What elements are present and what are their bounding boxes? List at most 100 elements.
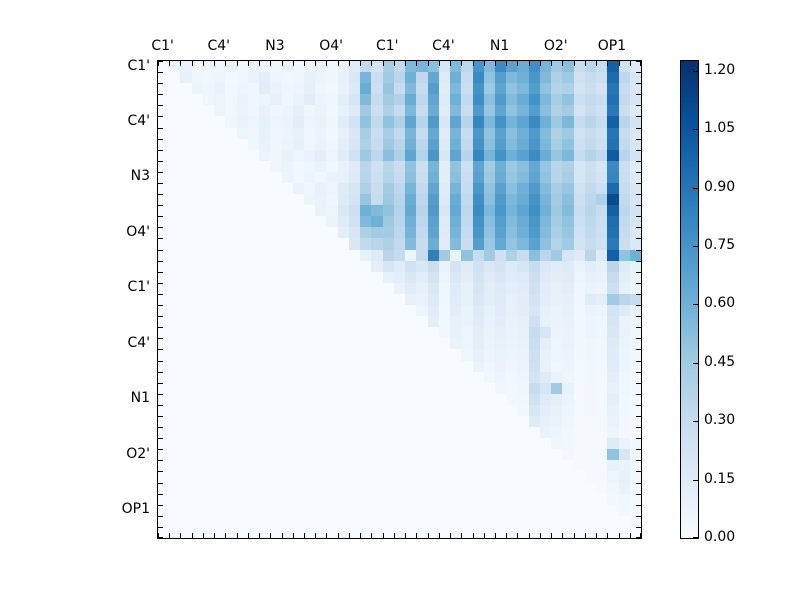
heatmap-cell — [225, 316, 237, 328]
heatmap-cell — [450, 282, 462, 294]
heatmap-cell — [360, 271, 372, 283]
heatmap-cell — [371, 194, 383, 206]
heatmap-cell — [326, 94, 338, 106]
heatmap-cell — [225, 249, 237, 261]
heatmap-cell — [494, 349, 507, 361]
heatmap-cell — [259, 149, 271, 161]
heatmap-cell — [539, 327, 552, 339]
heatmap-cell — [573, 238, 585, 250]
heatmap-cell — [158, 227, 170, 239]
heatmap-cell — [405, 460, 417, 472]
heatmap-cell — [438, 449, 451, 461]
heatmap-cell — [202, 116, 215, 128]
heatmap-cell — [450, 460, 462, 472]
heatmap-cell — [461, 438, 473, 450]
heatmap-cell — [450, 504, 462, 516]
heatmap-cell — [337, 116, 349, 128]
heatmap-cell — [551, 504, 563, 516]
heatmap-cell — [551, 171, 563, 184]
heatmap-cell — [202, 205, 215, 217]
heatmap-cell — [494, 83, 507, 95]
heatmap-cell — [539, 216, 552, 228]
heatmap-cell — [315, 61, 327, 73]
heatmap-cell — [191, 427, 203, 439]
heatmap-cell — [528, 183, 540, 195]
heatmap-cell — [315, 249, 327, 261]
heatmap-cell — [506, 127, 518, 139]
heatmap-cell — [472, 316, 484, 328]
heatmap-cell — [360, 72, 372, 84]
heatmap-cell — [483, 271, 495, 283]
heatmap-cell — [371, 449, 383, 461]
heatmap-cell — [472, 515, 484, 527]
heatmap-cell — [607, 171, 619, 184]
heatmap-cell — [180, 61, 192, 73]
heatmap-cell — [562, 183, 574, 195]
heatmap-cell — [382, 238, 394, 250]
heatmap-cell — [371, 61, 383, 73]
heatmap-cell — [337, 205, 349, 217]
heatmap-cell — [427, 449, 439, 461]
heatmap-cell — [236, 105, 248, 117]
heatmap-cell — [393, 482, 406, 494]
heatmap-cell — [629, 316, 641, 328]
heatmap-cell — [528, 116, 540, 128]
heatmap-cell — [382, 316, 394, 328]
heatmap-cell — [596, 427, 608, 439]
heatmap-cell — [596, 327, 608, 339]
heatmap-cell — [315, 293, 327, 306]
heatmap-cell — [528, 393, 540, 405]
heatmap-cell — [169, 493, 181, 505]
heatmap-cell — [360, 127, 372, 139]
heatmap-cell — [528, 83, 540, 95]
heatmap-cell — [393, 138, 406, 150]
heatmap-cell — [191, 171, 203, 184]
heatmap-cell — [584, 293, 597, 306]
heatmap-cell — [281, 493, 293, 505]
heatmap-cell — [180, 105, 192, 117]
heatmap-cell — [270, 149, 282, 161]
heatmap-cell — [236, 194, 248, 206]
heatmap-cell — [438, 404, 451, 416]
heatmap-cell — [326, 382, 338, 394]
heatmap-cell — [337, 138, 349, 150]
heatmap-cell — [236, 94, 248, 106]
heatmap-cell — [438, 526, 451, 538]
heatmap-cell — [214, 238, 226, 250]
heatmap-cell — [191, 382, 203, 394]
heatmap-cell — [438, 72, 451, 84]
heatmap-cell — [191, 438, 203, 450]
heatmap-cell — [326, 249, 338, 261]
heatmap-cell — [315, 371, 327, 383]
heatmap-cell — [225, 427, 237, 439]
heatmap-cell — [607, 238, 619, 250]
heatmap-cell — [191, 349, 203, 361]
heatmap-cell — [180, 482, 192, 494]
heatmap-cell — [539, 149, 552, 161]
heatmap-cell — [562, 160, 574, 172]
heatmap-cell — [236, 293, 248, 306]
heatmap-cell — [247, 504, 260, 516]
heatmap-cell — [180, 316, 192, 328]
heatmap-cell — [270, 271, 282, 283]
heatmap-cell — [517, 404, 529, 416]
heatmap-cell — [461, 205, 473, 217]
heatmap-cell — [539, 171, 552, 184]
heatmap-cell — [169, 482, 181, 494]
heatmap-cell — [247, 282, 260, 294]
heatmap-cell — [551, 305, 563, 317]
heatmap-cell — [427, 238, 439, 250]
heatmap-cell — [618, 138, 630, 150]
heatmap-cell — [360, 415, 372, 428]
heatmap-cell — [180, 216, 192, 228]
heatmap-cell — [214, 149, 226, 161]
heatmap-cell — [202, 105, 215, 117]
heatmap-cell — [472, 360, 484, 372]
heatmap-cell — [292, 116, 305, 128]
heatmap-cell — [292, 72, 305, 84]
heatmap-cell — [618, 72, 630, 84]
heatmap-cell — [337, 438, 349, 450]
heatmap-cell — [393, 72, 406, 84]
heatmap-cell — [348, 72, 361, 84]
heatmap-cell — [169, 83, 181, 95]
